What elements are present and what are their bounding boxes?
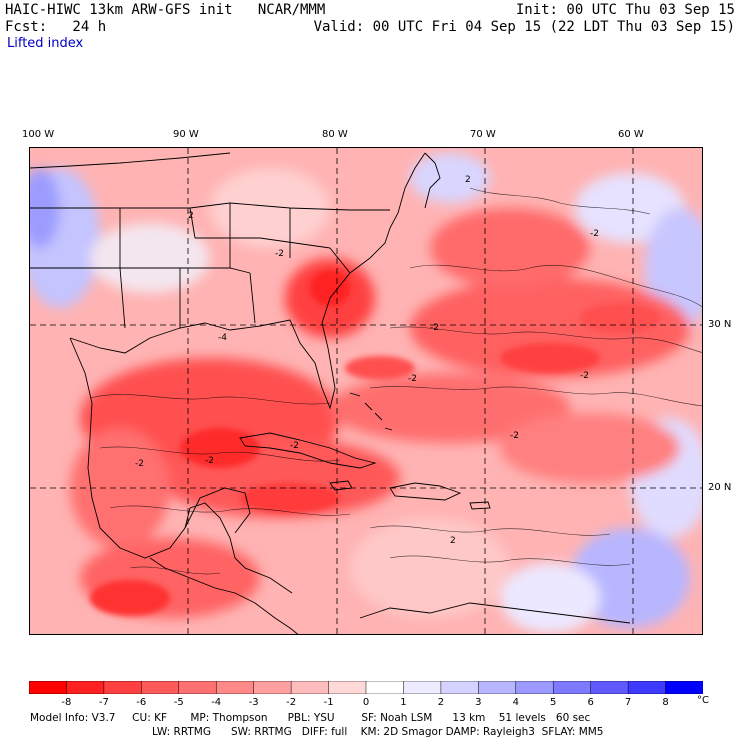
contour-label: -2 <box>590 229 599 239</box>
colorbar-tick-label: 0 <box>362 697 370 708</box>
colorbar-tick-label: 3 <box>475 697 482 708</box>
colorbar-segment <box>627 681 667 694</box>
lon-label-90w: 90 W <box>173 129 199 140</box>
colorbar-segment <box>590 681 629 694</box>
contour-label: -2 <box>510 431 519 441</box>
colorbar-tick-label: -7 <box>98 697 109 708</box>
map-svg: 2 2 -2 -2 -2 -4 -2 -2 2 -2 -2 -2 -2 <box>30 148 702 634</box>
colorbar-tick-label: 7 <box>624 697 632 708</box>
contour-lines <box>89 187 702 575</box>
lon-label-80w: 80 W <box>322 129 348 140</box>
contour-label: -2 <box>408 374 417 384</box>
colorbar-tick-label: -3 <box>248 697 259 708</box>
contour-label: 2 <box>465 175 471 185</box>
model-title: HAIC-HIWC 13km ARW-GFS init NCAR/MMM <box>5 2 326 18</box>
field-name: Lifted index <box>7 36 84 51</box>
colorbar-tick-label: -4 <box>211 697 222 708</box>
colorbar-segment <box>66 681 105 694</box>
colorbar-tick-label: 4 <box>512 697 519 708</box>
colorbar-segment <box>253 681 292 694</box>
coastlines <box>30 152 631 634</box>
lon-label-60w: 60 W <box>618 129 644 140</box>
colorbar-tick-label: 1 <box>400 697 407 708</box>
colorbar-tick-label: -8 <box>61 697 72 708</box>
lon-label-70w: 70 W <box>470 129 496 140</box>
init-time: Init: 00 UTC Thu 03 Sep 15 <box>515 2 735 18</box>
contour-label-group: 2 2 -2 -2 -2 -4 -2 -2 2 -2 -2 -2 -2 <box>135 175 599 546</box>
colorbar-segment <box>215 681 255 694</box>
colorbar-tick-label: 2 <box>437 697 445 708</box>
contour-label: -2 <box>580 371 589 381</box>
contour-label: 2 <box>188 211 194 221</box>
colorbar-segment <box>665 681 703 694</box>
colorbar-segment <box>365 681 405 694</box>
colorbar-segment <box>515 681 554 694</box>
colorbar-segment <box>403 681 442 694</box>
field-shading <box>30 153 702 633</box>
colorbar-tick-label: -5 <box>173 697 184 708</box>
model-info-line-2: LW: RRTMG SW: RRTMG DIFF: full KM: 2D Sm… <box>152 726 604 738</box>
contour-label: -2 <box>275 249 284 259</box>
colorbar-segment <box>478 681 517 694</box>
contour-label: -2 <box>205 456 214 466</box>
colorbar-segment <box>29 681 68 694</box>
lon-label-100w: 100 W <box>22 129 55 140</box>
valid-time: Valid: 00 UTC Fri 04 Sep 15 (22 LDT Thu … <box>313 19 735 35</box>
colorbar-tick-label: -1 <box>323 697 334 708</box>
model-info-line-1: Model Info: V3.7 CU: KF MP: Thompson PBL… <box>30 712 591 724</box>
colorbar-tick-label: -6 <box>136 697 147 708</box>
lat-label-20n: 20 N <box>708 482 732 493</box>
colorbar-segment <box>552 681 592 694</box>
colorbar-unit: °C <box>697 695 709 706</box>
contour-label: -2 <box>290 441 299 451</box>
forecast-hour: Fcst: 24 h <box>5 19 107 35</box>
lat-label-30n: 30 N <box>708 319 732 330</box>
colorbar-tick-label: 6 <box>587 697 594 708</box>
lifted-index-map: 2 2 -2 -2 -2 -4 -2 -2 2 -2 -2 -2 -2 <box>29 147 703 635</box>
colorbar-tick-label: 5 <box>550 697 557 708</box>
colorbar-segment <box>290 681 330 694</box>
colorbar-segment <box>141 681 180 694</box>
contour-label: -2 <box>430 323 439 333</box>
contour-label: -4 <box>218 333 227 343</box>
colorbar-tick-label: -2 <box>286 697 297 708</box>
graticule <box>30 148 702 634</box>
contour-label: -2 <box>135 459 144 469</box>
colorbar-segment <box>328 681 367 694</box>
colorbar-segment <box>178 681 217 694</box>
contour-label: 2 <box>450 536 456 546</box>
colorbar <box>29 681 703 694</box>
colorbar-segment <box>440 681 480 694</box>
colorbar-segment <box>103 681 143 694</box>
colorbar-tick-label: 8 <box>662 697 669 708</box>
